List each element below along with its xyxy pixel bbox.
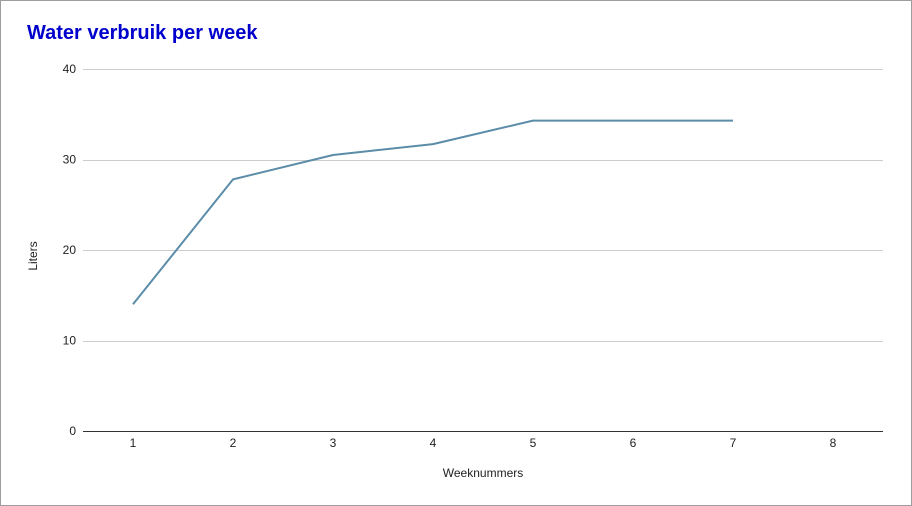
y-tick-label: 0 <box>69 424 76 438</box>
y-tick-labels: 0 10 20 30 40 <box>63 62 77 438</box>
x-tick-label: 6 <box>630 436 637 450</box>
y-tick-label: 20 <box>63 243 77 257</box>
y-tick-label: 30 <box>63 153 77 167</box>
y-tick-label: 40 <box>63 62 77 76</box>
grid-lines <box>83 69 883 432</box>
x-tick-label: 8 <box>830 436 837 450</box>
x-tick-label: 5 <box>530 436 537 450</box>
chart-title: Water verbruik per week <box>27 22 258 44</box>
x-tick-label: 3 <box>330 436 337 450</box>
series-lines <box>132 119 733 305</box>
x-tick-label: 4 <box>430 436 437 450</box>
x-tick-label: 7 <box>730 436 737 450</box>
x-tick-labels: 1 2 3 4 5 6 7 8 <box>130 436 837 450</box>
y-tick-label: 10 <box>63 334 77 348</box>
x-tick-label: 2 <box>230 436 237 450</box>
x-axis-label: Weeknummers <box>443 466 523 480</box>
series-line <box>132 119 733 305</box>
x-tick-label: 1 <box>130 436 137 450</box>
y-axis-label: Liters <box>26 241 40 270</box>
